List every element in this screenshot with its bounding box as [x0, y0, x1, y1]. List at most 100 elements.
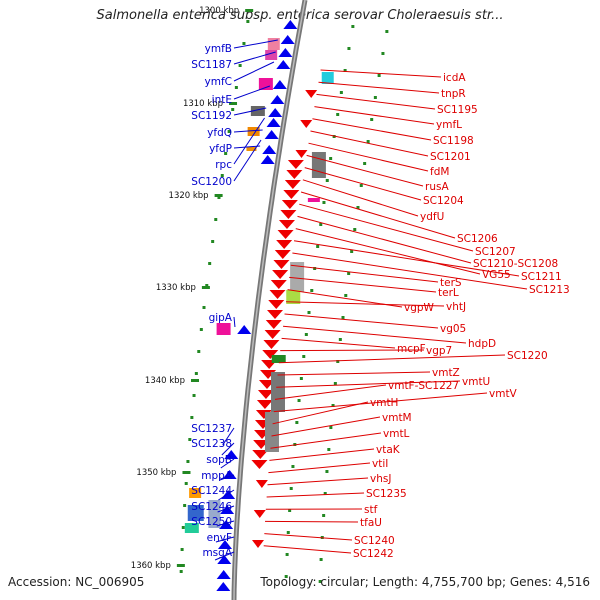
gene-label-right: vgp7	[426, 345, 452, 357]
gene-arrow	[265, 320, 282, 329]
gene-label-right: ydfU	[420, 211, 444, 223]
gene-label-right: tnpR	[441, 88, 466, 100]
position-dot	[329, 157, 333, 160]
gene-arrow	[283, 190, 300, 199]
gene-label-left: SC1187	[191, 59, 232, 71]
leader-line	[269, 448, 375, 461]
position-dot	[304, 333, 308, 336]
backbone	[231, 0, 308, 600]
gene-arrow	[221, 490, 236, 499]
gene-arrow	[264, 330, 281, 339]
kbp-tick-label: 1340 kbp	[145, 376, 185, 386]
leader-line	[220, 458, 235, 469]
kbp-tick-label: 1360 kbp	[131, 561, 171, 571]
gene-label-left: SC1250	[191, 516, 232, 528]
gene-arrow	[267, 310, 284, 319]
position-dot	[202, 306, 206, 309]
leader-line	[233, 139, 262, 182]
position-dot	[338, 338, 342, 341]
leader-line	[292, 252, 528, 290]
gene-block	[250, 106, 265, 116]
gene-arrow	[222, 470, 237, 479]
gene-arrow	[260, 155, 275, 164]
gene-arrow	[287, 160, 304, 169]
position-dot	[190, 416, 194, 419]
gene-label-right: vmtM	[382, 412, 412, 424]
gene-label-right: vtiI	[372, 458, 388, 470]
gene-arrow	[280, 35, 295, 44]
kbp-tick-label: 1320 kbp	[169, 191, 209, 201]
position-dot	[347, 47, 351, 50]
leader-line	[233, 39, 278, 49]
gene-block	[270, 372, 285, 412]
position-dot	[347, 272, 351, 275]
gene-block	[286, 290, 301, 304]
leader-line	[233, 145, 261, 149]
position-dot	[242, 42, 246, 45]
leader-line	[263, 545, 352, 554]
position-dot	[307, 311, 311, 314]
gene-label-right: SC1204	[423, 195, 464, 207]
position-dot	[238, 64, 242, 67]
gene-label-left: SC1237	[191, 423, 232, 435]
position-dot	[310, 289, 314, 292]
leader-line	[318, 81, 440, 94]
leader-line	[293, 240, 520, 277]
position-dot	[183, 504, 187, 507]
gene-block	[216, 323, 231, 335]
leader-line	[215, 536, 235, 543]
gene-arrow	[216, 570, 231, 579]
leader-line	[310, 130, 429, 157]
gene-arrow	[268, 300, 285, 309]
gene-block	[246, 147, 257, 151]
position-dot	[323, 492, 327, 495]
gene-labels: ymfB SC1187 ymfC intE SC1192 yfdQ yfdP rpc SC120…	[191, 39, 570, 561]
gene-arrow	[281, 200, 298, 209]
position-dot	[313, 267, 317, 270]
gene-label-left: SC1192	[191, 110, 232, 122]
gene-label-right: SC1201	[430, 151, 471, 163]
leader-line	[218, 489, 235, 501]
kbp-tick-label: 1330 kbp	[156, 283, 196, 293]
gene-label-right: vhsJ	[370, 473, 391, 485]
position-dot	[231, 108, 235, 111]
position-dot	[302, 355, 306, 358]
leader-line	[264, 533, 353, 541]
gene-arrow	[220, 505, 235, 514]
leader-line	[233, 129, 263, 133]
gene-label-right: icdA	[443, 72, 466, 84]
gene-label-right: SC1242	[353, 548, 394, 560]
gene-label-left: SC1200	[191, 176, 232, 188]
gene-arrow	[256, 400, 273, 409]
gene-block	[258, 78, 273, 90]
leader-line	[304, 167, 422, 201]
gene-block	[307, 198, 320, 202]
leader-line	[316, 93, 436, 110]
gene-label-left: msgA	[202, 547, 232, 559]
leader-line	[233, 85, 271, 100]
position-dot	[295, 421, 299, 424]
leader-line	[297, 215, 472, 264]
position-dot	[227, 130, 231, 133]
leader-line	[280, 349, 425, 352]
position-dot	[336, 113, 340, 116]
gene-arrow	[257, 390, 274, 399]
kbp-tick-mark	[214, 194, 223, 197]
gene-label-right: mcpF	[397, 343, 426, 355]
gene-arrow	[251, 460, 268, 469]
position-dot	[344, 294, 348, 297]
gene-label-right: VG55	[482, 269, 511, 281]
leader-line	[233, 107, 267, 116]
gene-label-right: SC1198	[433, 135, 474, 147]
leader-line	[217, 505, 235, 513]
gene-arrow	[237, 325, 252, 334]
gene-label-right: rusA	[425, 181, 449, 193]
gene-label-right: SC1206	[457, 233, 498, 245]
gene-block	[264, 412, 279, 452]
gene-arrow	[277, 230, 294, 239]
leader-line	[295, 228, 481, 275]
kbp-tick-label: 1310 kbp	[183, 99, 223, 109]
gene-label-left: ymfC	[205, 76, 232, 88]
leader-line	[289, 276, 437, 293]
